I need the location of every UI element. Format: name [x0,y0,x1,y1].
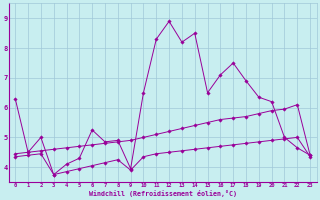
X-axis label: Windchill (Refroidissement éolien,°C): Windchill (Refroidissement éolien,°C) [89,190,237,197]
